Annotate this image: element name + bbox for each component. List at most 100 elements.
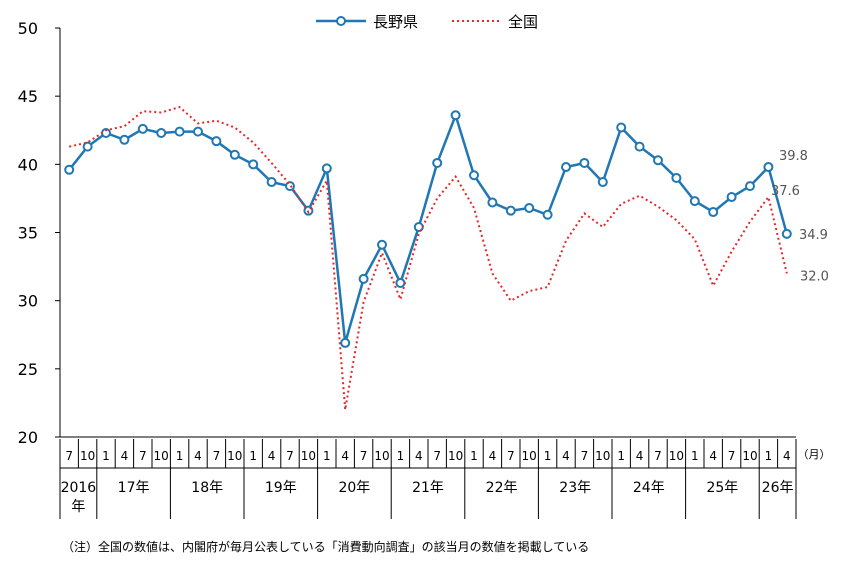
month-label: 4 — [415, 449, 423, 463]
data-point — [156, 127, 167, 138]
legend-label-zenkoku: 全国 — [508, 13, 538, 31]
month-label: 10 — [522, 449, 537, 463]
data-point — [266, 177, 277, 188]
legend-marker-nagano — [336, 16, 346, 26]
month-label: 10 — [227, 449, 242, 463]
year-label: 17年 — [118, 480, 150, 496]
month-label: 7 — [139, 449, 147, 463]
data-point — [745, 181, 755, 192]
month-label: 1 — [470, 449, 478, 463]
month-label: 7 — [654, 449, 662, 463]
month-label: 1 — [691, 449, 699, 463]
month-label: 10 — [448, 449, 463, 463]
month-label: 4 — [636, 449, 644, 463]
year-label: 19年 — [265, 480, 297, 496]
year-label: 24年 — [633, 480, 665, 496]
data-point — [248, 159, 259, 170]
data-point — [524, 202, 535, 213]
month-label: 7 — [728, 449, 736, 463]
y-tick-label: 40 — [18, 155, 38, 174]
series-line-zenkoku — [68, 105, 788, 410]
data-point — [137, 123, 148, 134]
data-point — [211, 136, 222, 147]
year-label: 22年 — [486, 480, 518, 496]
data-point — [726, 192, 737, 203]
month-label: 1 — [617, 449, 625, 463]
month-label: 10 — [374, 449, 389, 463]
month-label: 1 — [249, 449, 257, 463]
month-label: 10 — [742, 449, 757, 463]
month-label: 7 — [581, 449, 589, 463]
month-label: 1 — [397, 449, 405, 463]
year-label: 18年 — [191, 480, 223, 496]
data-point — [285, 181, 295, 192]
data-point — [689, 196, 700, 207]
month-label: 4 — [783, 449, 791, 463]
month-label: 1 — [102, 449, 110, 463]
y-tick-label: 45 — [18, 87, 38, 106]
month-label: 10 — [80, 449, 95, 463]
data-point — [561, 162, 571, 173]
data-point — [193, 126, 203, 137]
data-point — [432, 157, 443, 168]
month-label: 1 — [176, 449, 184, 463]
month-label: 7 — [507, 449, 515, 463]
year-label: 年 — [71, 499, 85, 515]
month-label: 1 — [765, 449, 773, 463]
data-point — [82, 141, 93, 152]
data-point — [708, 207, 719, 218]
month-label: 4 — [194, 449, 202, 463]
data-point — [653, 155, 663, 166]
year-label: 26年 — [762, 480, 794, 496]
data-point — [505, 205, 516, 216]
data-point — [763, 162, 774, 173]
data-label: 37.6 — [771, 184, 800, 199]
month-label: 10 — [595, 449, 610, 463]
data-point — [119, 134, 130, 145]
series-line-nagano — [68, 111, 789, 344]
data-point — [671, 172, 682, 183]
month-label: 7 — [213, 449, 221, 463]
data-point — [321, 163, 332, 174]
data-point — [229, 149, 240, 160]
data-point — [781, 228, 792, 239]
data-label: 34.9 — [799, 228, 828, 243]
data-point — [358, 273, 369, 284]
data-point — [616, 122, 627, 133]
data-point — [395, 277, 406, 288]
data-label: 39.8 — [779, 149, 808, 164]
month-label: 10 — [301, 449, 316, 463]
month-label: 4 — [562, 449, 570, 463]
data-label: 32.0 — [800, 269, 829, 284]
month-unit-label: （月） — [798, 448, 831, 461]
year-label: 20年 — [338, 480, 370, 496]
y-tick-label: 50 — [18, 19, 38, 38]
y-tick-label: 30 — [18, 292, 38, 311]
data-point — [487, 197, 498, 208]
data-point — [634, 141, 645, 152]
month-label: 10 — [669, 449, 684, 463]
data-point — [64, 164, 75, 175]
y-tick-label: 20 — [18, 428, 38, 447]
data-point — [542, 209, 553, 220]
y-tick-label: 25 — [18, 360, 38, 379]
month-label: 7 — [286, 449, 294, 463]
month-label: 1 — [544, 449, 552, 463]
month-label: 4 — [268, 449, 276, 463]
month-label: 4 — [121, 449, 129, 463]
month-label: 1 — [323, 449, 331, 463]
footnote: （注）全国の数値は、内閣府が毎月公表している「消費動向調査」の該当月の数値を掲載… — [62, 540, 590, 554]
month-label: 7 — [433, 449, 441, 463]
y-tick-label: 35 — [18, 224, 38, 243]
year-label: 23年 — [559, 480, 591, 496]
data-point — [413, 222, 424, 233]
month-label: 7 — [65, 449, 73, 463]
data-point — [174, 126, 185, 137]
data-point — [469, 170, 479, 181]
data-point — [340, 337, 351, 348]
year-label: 2016 — [61, 480, 97, 496]
month-label: 4 — [489, 449, 497, 463]
year-label: 25年 — [706, 480, 738, 496]
data-point — [377, 239, 387, 250]
